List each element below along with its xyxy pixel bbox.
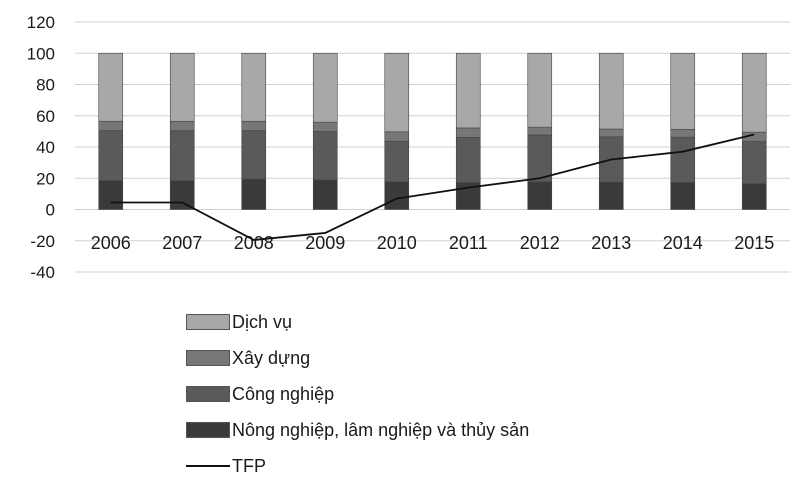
legend-swatch-nong-nghiep (186, 422, 230, 438)
legend-item-tfp: TFP (186, 448, 529, 484)
bar-segment (169, 130, 195, 182)
legend-label-cong-nghiep: Công nghiệp (232, 383, 335, 404)
x-tick-label: 2010 (377, 233, 417, 253)
y-tick-label: 0 (46, 201, 55, 220)
bar-segment (384, 140, 410, 183)
bar-segment (241, 52, 267, 122)
bar-segment (741, 183, 767, 210)
legend-label-xay-dung: Xây dựng (232, 347, 311, 368)
legend-item-nong-nghiep: Nông nghiệp, lâm nghiệp và thủy sản (186, 412, 529, 448)
x-tick-label: 2014 (663, 233, 703, 253)
legend-swatch-dich-vu (186, 314, 230, 330)
bar-segment (527, 52, 553, 128)
bar-segment (98, 120, 124, 131)
bar-segment (169, 121, 195, 132)
bar-segment (455, 127, 481, 138)
y-tick-label: 100 (27, 44, 55, 63)
x-tick-label: 2008 (234, 233, 274, 253)
bar-segment (98, 180, 124, 210)
bar-segment (455, 137, 481, 183)
tfp-line-series (110, 133, 755, 241)
x-tick-label: 2007 (162, 233, 202, 253)
x-tick-label: 2006 (91, 233, 131, 253)
y-tick-label: 20 (36, 169, 55, 188)
x-tick-label: 2009 (305, 233, 345, 253)
bar-segment (670, 182, 696, 210)
bar-segment (312, 121, 338, 132)
bar-segment (169, 52, 195, 122)
bar-segment (312, 52, 338, 123)
legend: Dịch vụ Xây dựng Công nghiệp Nông nghiệp… (186, 304, 529, 484)
bar-segment (527, 126, 553, 136)
bar-segment (384, 52, 410, 133)
y-tick-label: 80 (36, 76, 55, 95)
legend-swatch-tfp (186, 465, 230, 467)
bar-segment (98, 130, 124, 181)
y-axis: -40 -20 0 20 40 60 80 100 120 (27, 13, 55, 282)
bar-segment (527, 181, 553, 210)
y-tick-label: -20 (30, 232, 55, 251)
y-tick-label: 120 (27, 13, 55, 32)
bar-segment (670, 52, 696, 130)
x-tick-label: 2012 (520, 233, 560, 253)
bar-segment (741, 141, 767, 185)
x-tick-label: 2011 (449, 233, 488, 253)
bar-segment (670, 136, 696, 183)
legend-label-dich-vu: Dịch vụ (232, 311, 293, 332)
bar-segment (241, 120, 267, 131)
legend-label-tfp: TFP (232, 455, 266, 476)
x-axis-labels: 2006 2007 2008 2009 2010 2011 2012 2013 2014 2015 (91, 233, 775, 253)
bar-segment (384, 131, 410, 142)
bar-segment (241, 178, 267, 210)
legend-swatch-xay-dung (186, 350, 230, 366)
bar-segment (598, 181, 624, 210)
bar-segment (527, 134, 553, 183)
bar-segment (670, 129, 696, 138)
legend-item-dich-vu: Dịch vụ (186, 304, 529, 340)
bar-segment (384, 181, 410, 210)
bar-segment (741, 52, 767, 133)
legend-swatch-cong-nghiep (186, 386, 230, 402)
bar-segment (169, 180, 195, 210)
x-tick-label: 2015 (734, 233, 774, 253)
bar-series (98, 52, 767, 210)
bar-segment (241, 130, 267, 180)
x-tick-label: 2013 (591, 233, 631, 253)
y-tick-label: 60 (36, 107, 55, 126)
y-tick-label: 40 (36, 138, 55, 157)
y-tick-label: -40 (30, 263, 55, 282)
bar-segment (598, 52, 624, 130)
bar-segment (312, 179, 338, 210)
legend-item-cong-nghiep: Công nghiệp (186, 376, 529, 412)
bar-segment (455, 52, 481, 129)
bar-segment (312, 131, 338, 181)
legend-item-xay-dung: Xây dựng (186, 340, 529, 376)
bar-segment (98, 52, 124, 122)
legend-label-nong-nghiep: Nông nghiệp, lâm nghiệp và thủy sản (232, 419, 530, 440)
tfp-line (110, 133, 755, 241)
bar-segment (598, 128, 624, 138)
